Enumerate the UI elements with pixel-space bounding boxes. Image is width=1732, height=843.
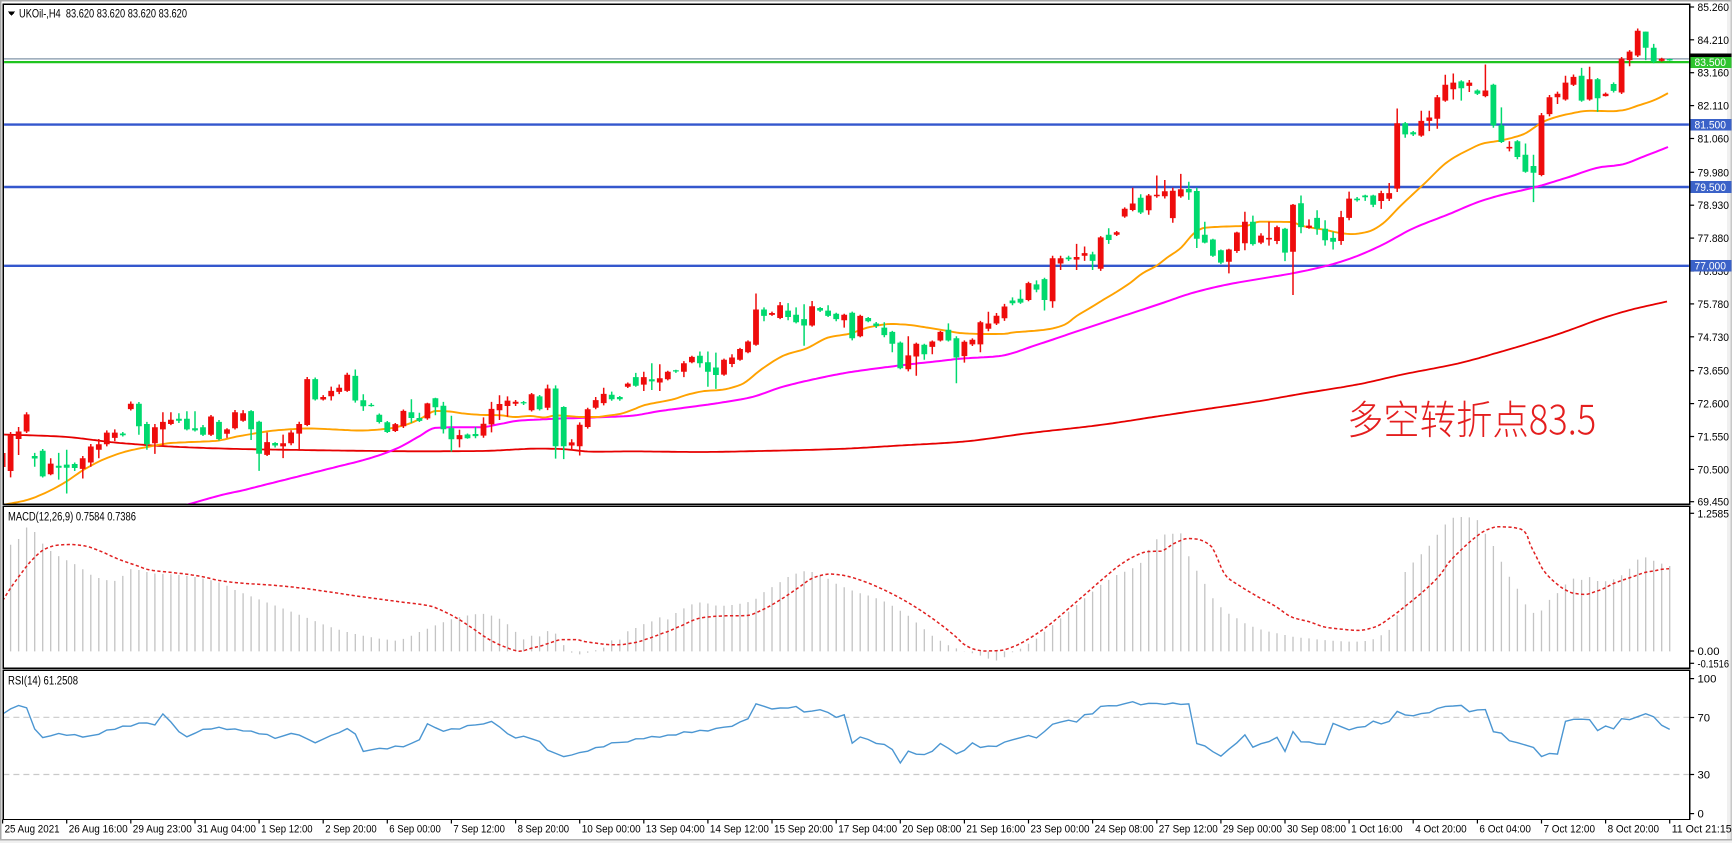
- svg-text:74.730: 74.730: [1698, 332, 1730, 344]
- svg-text:UKOil-,H4 83.620 83.620 83.62: UKOil-,H4 83.620 83.620 83.620 83.620: [19, 7, 187, 21]
- svg-text:24 Sep 08:00: 24 Sep 08:00: [1095, 824, 1154, 836]
- svg-text:1 Sep 12:00: 1 Sep 12:00: [261, 824, 313, 836]
- svg-text:81.500: 81.500: [1695, 120, 1727, 132]
- svg-text:8 Sep 20:00: 8 Sep 20:00: [518, 824, 570, 836]
- svg-text:8 Oct 20:00: 8 Oct 20:00: [1608, 824, 1660, 836]
- svg-text:4 Oct 20:00: 4 Oct 20:00: [1415, 824, 1467, 836]
- svg-text:77.000: 77.000: [1695, 261, 1727, 273]
- svg-text:6 Oct 04:00: 6 Oct 04:00: [1479, 824, 1531, 836]
- svg-text:30: 30: [1698, 770, 1711, 782]
- svg-text:6 Sep 00:00: 6 Sep 00:00: [389, 824, 441, 836]
- svg-text:30 Sep 08:00: 30 Sep 08:00: [1287, 824, 1346, 836]
- svg-text:7 Sep 12:00: 7 Sep 12:00: [453, 824, 505, 836]
- svg-text:1 Oct 16:00: 1 Oct 16:00: [1351, 824, 1403, 836]
- svg-text:RSI(14) 61.2508: RSI(14) 61.2508: [8, 676, 78, 688]
- svg-text:23 Sep 00:00: 23 Sep 00:00: [1031, 824, 1090, 836]
- svg-text:-0.1516: -0.1516: [1698, 658, 1730, 670]
- svg-text:79.980: 79.980: [1698, 167, 1730, 179]
- svg-text:73.650: 73.650: [1698, 366, 1730, 378]
- svg-text:10 Sep 00:00: 10 Sep 00:00: [582, 824, 641, 836]
- svg-text:0.00: 0.00: [1698, 646, 1720, 658]
- svg-text:72.600: 72.600: [1698, 399, 1730, 411]
- svg-text:69.450: 69.450: [1698, 497, 1730, 509]
- svg-text:83.500: 83.500: [1695, 57, 1727, 69]
- svg-text:82.110: 82.110: [1698, 101, 1730, 113]
- svg-text:100: 100: [1698, 674, 1717, 686]
- svg-text:2 Sep 20:00: 2 Sep 20:00: [325, 824, 377, 836]
- svg-text:77.880: 77.880: [1698, 233, 1730, 245]
- svg-text:75.780: 75.780: [1698, 299, 1730, 311]
- svg-text:21 Sep 16:00: 21 Sep 16:00: [966, 824, 1025, 836]
- svg-text:MACD(12,26,9) 0.7584 0.7386: MACD(12,26,9) 0.7584 0.7386: [8, 512, 136, 524]
- svg-text:14 Sep 12:00: 14 Sep 12:00: [710, 824, 769, 836]
- svg-text:81.060: 81.060: [1698, 134, 1730, 146]
- svg-text:27 Sep 12:00: 27 Sep 12:00: [1159, 824, 1218, 836]
- svg-text:17 Sep 04:00: 17 Sep 04:00: [838, 824, 897, 836]
- svg-text:26 Aug 16:00: 26 Aug 16:00: [69, 824, 128, 836]
- svg-text:70.500: 70.500: [1698, 464, 1730, 476]
- svg-text:1.2585: 1.2585: [1698, 508, 1730, 520]
- svg-text:0: 0: [1698, 809, 1704, 821]
- svg-text:13 Sep 04:00: 13 Sep 04:00: [646, 824, 705, 836]
- svg-text:15 Sep 20:00: 15 Sep 20:00: [774, 824, 833, 836]
- svg-text:20 Sep 08:00: 20 Sep 08:00: [902, 824, 961, 836]
- svg-text:29 Aug 23:00: 29 Aug 23:00: [133, 824, 192, 836]
- svg-text:78.930: 78.930: [1698, 200, 1730, 212]
- svg-text:85.260: 85.260: [1698, 2, 1730, 14]
- svg-text:29 Sep 00:00: 29 Sep 00:00: [1223, 824, 1282, 836]
- svg-text:7 Oct 12:00: 7 Oct 12:00: [1544, 824, 1596, 836]
- svg-text:11 Oct 21:15: 11 Oct 21:15: [1672, 824, 1732, 836]
- svg-text:31 Aug 04:00: 31 Aug 04:00: [197, 824, 256, 836]
- svg-text:71.550: 71.550: [1698, 432, 1730, 444]
- svg-text:70: 70: [1698, 713, 1711, 725]
- svg-text:83.160: 83.160: [1698, 68, 1730, 80]
- svg-text:79.500: 79.500: [1695, 182, 1727, 194]
- svg-text:84.210: 84.210: [1698, 35, 1730, 47]
- svg-text:25 Aug 2021: 25 Aug 2021: [5, 824, 60, 836]
